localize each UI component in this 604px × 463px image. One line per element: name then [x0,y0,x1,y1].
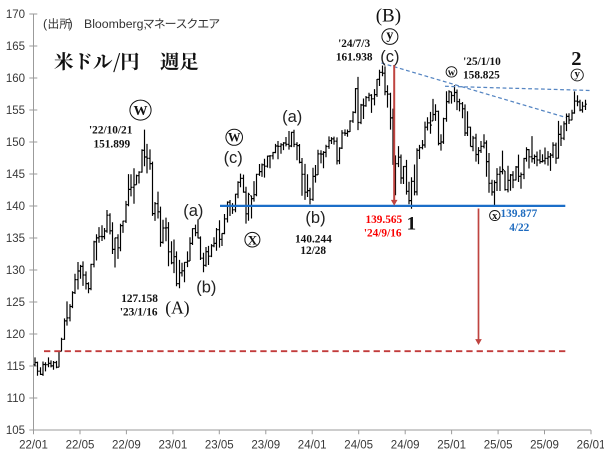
svg-text:(b): (b) [196,279,216,297]
svg-text:22/05: 22/05 [66,440,95,452]
svg-text:'24/7/3: '24/7/3 [338,38,370,50]
svg-text:(: ( [43,17,48,31]
svg-text:26/01: 26/01 [577,440,604,452]
svg-text:1: 1 [407,213,417,234]
svg-text:23/01: 23/01 [159,440,188,452]
svg-text:139.565: 139.565 [365,214,402,226]
svg-text:170: 170 [6,9,25,21]
svg-text:125: 125 [6,297,25,309]
svg-text:25/09: 25/09 [530,440,559,452]
svg-text:135: 135 [6,233,25,245]
svg-text:): ) [69,17,73,31]
svg-text:24/09: 24/09 [391,440,420,452]
svg-text:(c): (c) [224,149,243,167]
svg-text:139.877: 139.877 [501,208,538,220]
svg-text:140: 140 [6,201,25,213]
svg-text:Bloomberg,: Bloomberg, [84,17,147,31]
svg-text:'23/1/16: '23/1/16 [120,306,158,318]
svg-text:x: x [492,211,497,222]
svg-text:(c): (c) [380,48,399,66]
svg-text:140.244: 140.244 [295,234,332,246]
svg-text:23/09: 23/09 [251,440,280,452]
svg-text:X: X [248,232,258,247]
svg-text:W: W [228,131,241,145]
svg-text:y: y [574,68,580,80]
svg-text:110: 110 [7,393,25,405]
svg-text:165: 165 [6,41,25,53]
svg-text:(B): (B) [376,6,401,27]
svg-text:160: 160 [6,73,25,85]
svg-text:120: 120 [6,329,25,341]
svg-text:12/28: 12/28 [300,245,326,257]
svg-text:25/01: 25/01 [437,440,466,452]
svg-text:161.938: 161.938 [336,51,373,63]
svg-text:24/05: 24/05 [344,440,373,452]
svg-text:145: 145 [6,169,25,181]
svg-text:130: 130 [6,265,25,277]
svg-text:w: w [448,67,456,78]
svg-text:(b): (b) [305,209,325,227]
svg-text:24/01: 24/01 [298,440,327,452]
svg-text:y: y [386,28,393,43]
svg-text:155: 155 [6,105,25,117]
svg-text:105: 105 [6,425,25,437]
svg-text:2: 2 [571,48,581,70]
svg-text:(a): (a) [183,202,203,220]
svg-text:'22/10/21: '22/10/21 [89,124,133,136]
svg-text:127.158: 127.158 [121,293,158,305]
svg-text:151.899: 151.899 [93,138,130,150]
svg-text:22/01: 22/01 [19,440,48,452]
svg-text:(a): (a) [282,108,302,126]
svg-text:115: 115 [7,361,25,373]
svg-text:22/09: 22/09 [112,440,141,452]
svg-text:25/05: 25/05 [484,440,513,452]
svg-text:158.825: 158.825 [463,69,500,81]
svg-text:(A): (A) [165,298,189,318]
svg-text:150: 150 [6,137,25,149]
svg-text:'25/1/10: '25/1/10 [463,56,501,68]
svg-text:'24/9/16: '24/9/16 [364,228,402,240]
svg-text:4/22: 4/22 [509,222,529,234]
svg-text:23/05: 23/05 [205,440,234,452]
svg-text:W: W [134,104,148,119]
